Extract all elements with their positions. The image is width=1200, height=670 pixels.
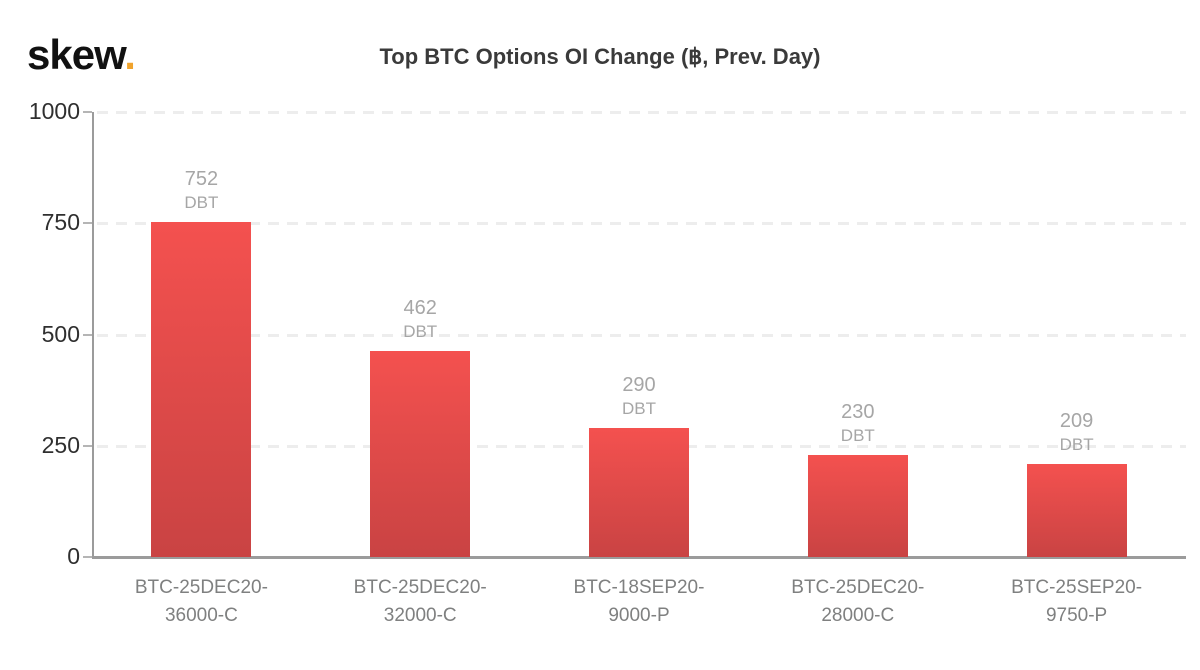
- bar-value: 290: [622, 373, 656, 396]
- y-tick-mark-0: [83, 556, 92, 558]
- bar-value-label: 752 DBT: [121, 166, 281, 214]
- bar-value: 230: [841, 400, 875, 423]
- bar-value-label: 462 DBT: [340, 295, 500, 343]
- y-tick-mark-750: [83, 222, 92, 225]
- x-tick-label: BTC-25DEC20- 28000-C: [738, 574, 977, 630]
- x-axis-line: [92, 556, 1186, 559]
- skew-logo: skew.: [27, 31, 136, 78]
- x-tick-line2: 32000-C: [383, 605, 457, 626]
- bar-unit: DBT: [622, 398, 656, 418]
- x-tick-line2: 9750-P: [1045, 605, 1108, 626]
- x-tick-label: BTC-25DEC20- 32000-C: [301, 574, 540, 630]
- bar-value: 752: [184, 168, 219, 191]
- y-tick-label-0: 0: [67, 543, 80, 569]
- y-tick-label-500: 500: [41, 320, 80, 347]
- x-tick-line1: BTC-25DEC20-: [353, 577, 487, 598]
- x-tick-line1: BTC-25SEP20-: [1011, 577, 1143, 598]
- bar-unit: DBT: [1059, 435, 1094, 454]
- bar-unit: DBT: [840, 425, 875, 445]
- bar-BTC-18SEP20-9000-P: [589, 427, 689, 557]
- y-tick-mark-1000: [83, 111, 92, 113]
- y-tick-mark-250: [83, 444, 92, 447]
- y-axis-line: [92, 112, 94, 557]
- x-tick-label: BTC-18SEP20- 9000-P: [520, 574, 759, 630]
- bar-unit: DBT: [184, 193, 219, 213]
- bar-value-label: 209 DBT: [997, 408, 1157, 456]
- gridline-750: [97, 222, 1186, 226]
- x-tick-label: BTC-25DEC20- 36000-C: [82, 574, 321, 630]
- x-tick-line1: BTC-25DEC20-: [134, 577, 268, 598]
- y-tick-label-1000: 1000: [28, 98, 80, 124]
- bar-value-label: 290 DBT: [559, 372, 719, 420]
- x-tick-line2: 36000-C: [164, 605, 238, 626]
- x-tick-label: BTC-25SEP20- 9750-P: [957, 574, 1196, 630]
- x-tick-line1: BTC-25DEC20-: [791, 577, 925, 598]
- bar-BTC-25DEC20-36000-C: [151, 222, 252, 557]
- x-tick-line1: BTC-18SEP20-: [573, 577, 705, 598]
- x-tick-line2: 9000-P: [608, 605, 670, 626]
- bar-BTC-25SEP20-9750-P: [1026, 463, 1127, 557]
- bar-value: 209: [1059, 410, 1094, 432]
- bar-BTC-25DEC20-32000-C: [370, 351, 471, 557]
- y-tick-mark-500: [83, 333, 92, 336]
- bar-value-label: 230 DBT: [778, 399, 938, 447]
- x-tick-line2: 28000-C: [821, 605, 895, 626]
- chart-title: Top BTC Options OI Change (฿, Prev. Day): [379, 44, 821, 69]
- bar-value: 462: [403, 297, 437, 320]
- y-tick-label-250: 250: [41, 431, 80, 458]
- gridline-500: [97, 333, 1186, 337]
- bar-BTC-25DEC20-28000-C: [807, 454, 908, 557]
- y-tick-label-750: 750: [41, 209, 80, 236]
- bar-unit: DBT: [403, 322, 438, 342]
- logo-text: skew: [27, 31, 125, 78]
- logo-dot: .: [124, 31, 136, 78]
- gridline-1000: [97, 111, 1186, 114]
